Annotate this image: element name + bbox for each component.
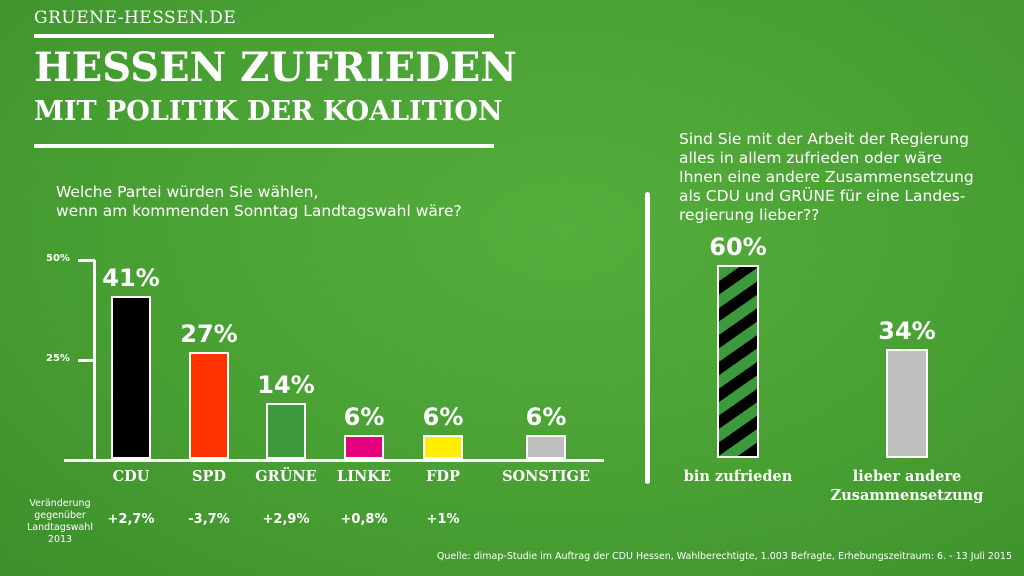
y-tick-label: 25% (46, 352, 70, 364)
satisfaction-question-line: regierung lieber?? (679, 206, 820, 224)
section-divider (645, 192, 650, 484)
change-value: -3,7% (188, 512, 230, 527)
top-rule (34, 34, 494, 38)
bar-grüne (266, 403, 306, 459)
source-note: Quelle: dimap-Studie im Auftrag der CDU … (436, 551, 1012, 562)
bar-zufrieden (717, 265, 759, 458)
value-label: 27% (180, 319, 238, 348)
value-label: 41% (102, 263, 160, 292)
category-label: LINKE (337, 468, 391, 485)
value-label: 14% (257, 371, 315, 400)
satisfaction-question-line: Ihnen eine andere Zusammensetzung (679, 168, 974, 186)
change-value: +2,7% (107, 512, 155, 527)
satisfaction-question-line: Sind Sie mit der Arbeit der Regierung (679, 130, 969, 148)
category-label: FDP (426, 468, 460, 485)
category-label: CDU (112, 468, 150, 485)
bottom-rule (34, 144, 494, 148)
satisfaction-question-line: als CDU und GRÜNE für eine Landes- (679, 187, 966, 205)
category-label: SPD (192, 468, 226, 485)
value-label: 34% (878, 316, 936, 345)
value-label: 6% (422, 403, 464, 432)
value-label: 6% (525, 403, 567, 432)
party-question: Welche Partei würden Sie wählen, wenn am… (56, 183, 462, 221)
change-label: Veränderung gegenüber Landtagswahl 2013 (20, 498, 100, 546)
change-label-line: Veränderung (29, 498, 91, 509)
y-tick-label: 50% (46, 253, 70, 264)
party-question-line: wenn am kommenden Sonntag Landtagswahl w… (56, 202, 462, 220)
change-label-line: gegenüber (34, 510, 86, 521)
headline: HESSEN ZUFRIEDEN (34, 44, 517, 91)
satisfaction-question-line: alles in allem zufrieden oder wäre (679, 149, 943, 167)
change-value: +1% (426, 512, 460, 527)
category-label: SONSTIGE (502, 468, 590, 485)
bar-sonstige (526, 435, 566, 459)
bar-linke (344, 435, 384, 459)
category-label: GRÜNE (255, 468, 317, 485)
bar-cdu (111, 295, 151, 459)
change-value: +2,9% (262, 512, 310, 527)
site-url: GRUENE-HESSEN.DE (34, 8, 237, 28)
category-label-line: bin zufrieden (683, 468, 793, 485)
category-label-line: lieber andere (852, 468, 962, 485)
category-label: bin zufrieden (638, 467, 838, 486)
change-label-line: Landtagswahl (27, 522, 93, 533)
x-axis (64, 459, 604, 462)
party-question-line: Welche Partei würden Sie wählen, (56, 183, 319, 201)
y-tick-mark (78, 259, 95, 262)
value-label: 60% (709, 233, 767, 261)
change-value: +0,8% (340, 512, 388, 527)
bar-spd (189, 351, 229, 459)
value-label: 6% (343, 403, 385, 432)
satisfaction-question: Sind Sie mit der Arbeit der Regierung al… (679, 130, 974, 225)
bar-andere-zusammensetzung (886, 348, 928, 458)
bar-fdp (423, 435, 463, 459)
subheadline: MIT POLITIK DER KOALITION (34, 96, 503, 127)
change-label-line: 2013 (47, 534, 73, 545)
category-label: lieber andere Zusammensetzung (807, 467, 1007, 505)
y-tick-mark (78, 358, 95, 362)
category-label-line: Zusammensetzung (830, 487, 984, 504)
